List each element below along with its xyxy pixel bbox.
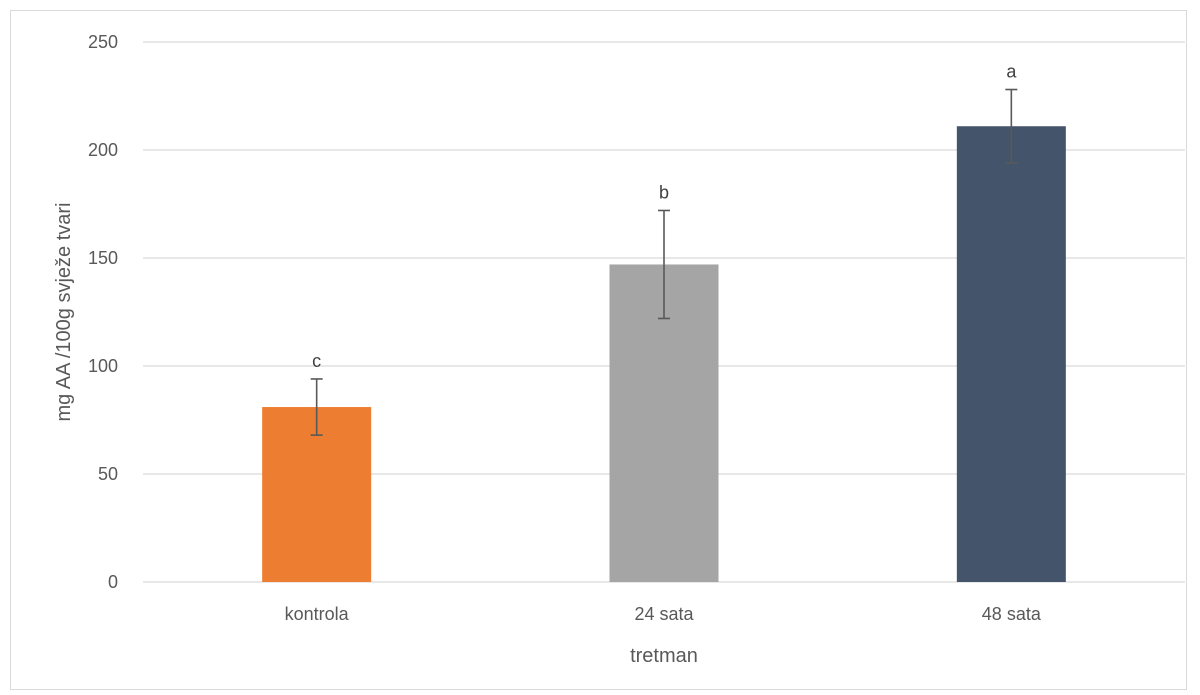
error-bar-24-sata: [658, 209, 670, 320]
bars: [262, 126, 1066, 583]
x-axis-title: tretman: [630, 645, 698, 667]
significance-label: a: [1006, 62, 1017, 82]
x-tick-label: kontrola: [285, 604, 350, 624]
x-tick-label: 24 sata: [634, 604, 694, 624]
error-bar-kontrola: [310, 378, 323, 436]
y-axis-title: mg AA /100g svježe tvari: [53, 202, 75, 421]
x-tick-label: 48 sata: [982, 604, 1042, 624]
y-tick-labels: 0 50 100 150 200 250: [88, 32, 118, 592]
bar-48-sata: [956, 126, 1066, 583]
y-tick-label: 100: [88, 356, 118, 376]
significance-label: b: [659, 182, 669, 202]
x-tick-labels: kontrola 24 sata 48 sata: [285, 604, 1042, 624]
y-tick-label: 250: [88, 32, 118, 52]
error-bar-48-sata: [1005, 88, 1018, 164]
error-bars: [310, 88, 1018, 436]
y-tick-label: 200: [88, 140, 118, 160]
y-tick-label: 0: [108, 572, 118, 592]
significance-label: c: [312, 351, 321, 371]
significance-labels: c b a: [312, 62, 1017, 371]
y-tick-label: 50: [98, 464, 118, 484]
y-tick-label: 150: [88, 248, 118, 268]
bar-kontrola: [262, 407, 372, 582]
